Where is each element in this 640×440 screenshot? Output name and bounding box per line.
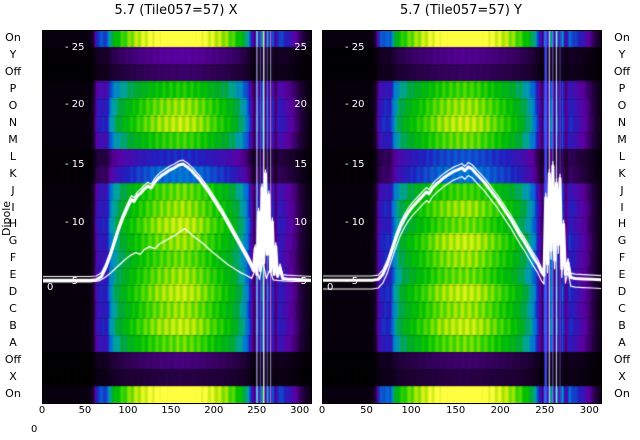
heatmap-plot-y: - 25 - 20 - 15 - 10 - 5 0 — [322, 30, 602, 404]
x-tick-250: 250 — [535, 405, 555, 416]
plot-title-y: 5.7 (Tile057=57) Y — [399, 3, 523, 18]
inner-tick-zero: 0 — [327, 281, 334, 293]
dipole-label-f: F — [618, 251, 626, 265]
x-tick-250: 250 — [247, 405, 267, 416]
x-tick-100: 100 — [401, 405, 421, 416]
x-tick-labels-x-plot: 0 50 100 150 200 250 300 — [39, 405, 310, 419]
dipole-label-b: B — [618, 318, 626, 332]
dipole-label-e: E — [9, 268, 17, 282]
inner-tick-left-0: - 25 — [345, 41, 365, 53]
dipole-label-p: P — [9, 82, 17, 96]
inner-tick-left-1: - 20 — [65, 99, 85, 111]
dipole-label-j: J — [620, 183, 624, 197]
heatmap-canvas-x — [43, 31, 311, 403]
dipole-label-j: J — [11, 183, 15, 197]
dipole-label-off: Off — [4, 352, 22, 366]
dipole-label-c: C — [618, 302, 626, 315]
x-tick-300: 300 — [290, 405, 310, 416]
inner-tick-right-3: 10 — [294, 216, 307, 228]
dipole-label-l: L — [618, 149, 626, 163]
inner-tick-right-1: 20 — [294, 99, 307, 111]
dipole-label-f: F — [9, 251, 17, 265]
plot-title-x: 5.7 (Tile057=57) X — [114, 3, 238, 18]
dipole-label-on: On — [5, 31, 21, 45]
dipole-label-n: N — [617, 116, 627, 129]
inner-tick-left-2: - 15 — [65, 158, 85, 170]
inner-tick-left-4: - 5 — [65, 275, 79, 287]
dipole-label-x: X — [618, 369, 626, 383]
dipole-label-off: Off — [613, 65, 631, 79]
dipole-label-i: I — [11, 200, 15, 214]
dipole-label-off: Off — [4, 65, 22, 79]
x-tick-200: 200 — [204, 405, 224, 416]
inner-tick-right-0: 25 — [294, 41, 307, 53]
dipole-label-d: D — [8, 285, 18, 299]
dipole-row-labels-left: On Y Off P O N M L K J I H G F E D C B A Off X On — [0, 30, 26, 402]
dipole-label-off: Off — [613, 352, 631, 366]
dipole-row-labels-right: On Y Off P O N M L K J I H G F E D C B A Off X On — [608, 30, 636, 402]
inner-tick-left-0: - 25 — [65, 41, 85, 53]
dipole-label-g: G — [8, 234, 18, 248]
x-tick-labels-y-plot: 0 50 100 150 200 250 300 — [319, 405, 600, 419]
dipole-label-e: E — [618, 268, 626, 282]
dipole-label-y: Y — [618, 48, 626, 62]
dipole-label-p: P — [618, 82, 626, 96]
inner-tick-right-4: 5 — [300, 275, 307, 287]
inner-tick-right-2: 15 — [294, 158, 307, 170]
x-tick-0: 0 — [38, 405, 46, 416]
x-tick-150: 150 — [161, 405, 181, 416]
dipole-label-k: K — [618, 166, 626, 180]
dipole-label-o: O — [8, 99, 18, 113]
dipole-label-on: On — [5, 386, 21, 400]
dipole-label-d: D — [617, 285, 627, 299]
dipole-label-on: On — [614, 31, 630, 45]
inner-tick-left-4: - 5 — [345, 275, 359, 287]
dipole-label-on: On — [614, 386, 630, 400]
inner-tick-left-3: - 10 — [65, 216, 85, 228]
dipole-label-b: B — [9, 318, 17, 332]
dipole-label-k: K — [9, 166, 17, 180]
dipole-label-c: C — [9, 302, 17, 315]
corner-tick-label: 0 — [31, 424, 38, 435]
dipole-label-m: M — [8, 132, 18, 146]
dipole-label-n: N — [8, 116, 18, 129]
dipole-label-a: A — [618, 335, 626, 349]
x-tick-200: 200 — [490, 405, 510, 416]
inner-tick-left-1: - 20 — [345, 99, 365, 111]
x-tick-50: 50 — [360, 405, 373, 416]
heatmap-plot-x: - 25 - 20 - 15 - 10 - 5 25 20 15 10 5 0 — [42, 30, 312, 404]
dipole-label-l: L — [9, 149, 17, 163]
x-tick-150: 150 — [446, 405, 466, 416]
inner-tick-zero: 0 — [47, 281, 54, 293]
x-tick-50: 50 — [78, 405, 92, 416]
dipole-label-y: Y — [9, 48, 17, 62]
x-tick-0: 0 — [318, 405, 326, 416]
dipole-label-h: H — [617, 217, 627, 231]
dipole-label-o: O — [617, 99, 627, 113]
dipole-label-a: A — [9, 335, 17, 349]
dipole-label-i: I — [620, 200, 624, 214]
x-tick-100: 100 — [118, 405, 138, 416]
inner-tick-left-2: - 15 — [345, 158, 365, 170]
dipole-label-m: M — [617, 132, 627, 146]
dipole-label-g: G — [617, 234, 627, 248]
dipole-label-x: X — [9, 369, 17, 383]
dipole-label-h: H — [8, 217, 18, 231]
x-tick-300: 300 — [579, 405, 599, 416]
inner-tick-left-3: - 10 — [345, 216, 365, 228]
heatmap-canvas-y — [323, 31, 601, 403]
